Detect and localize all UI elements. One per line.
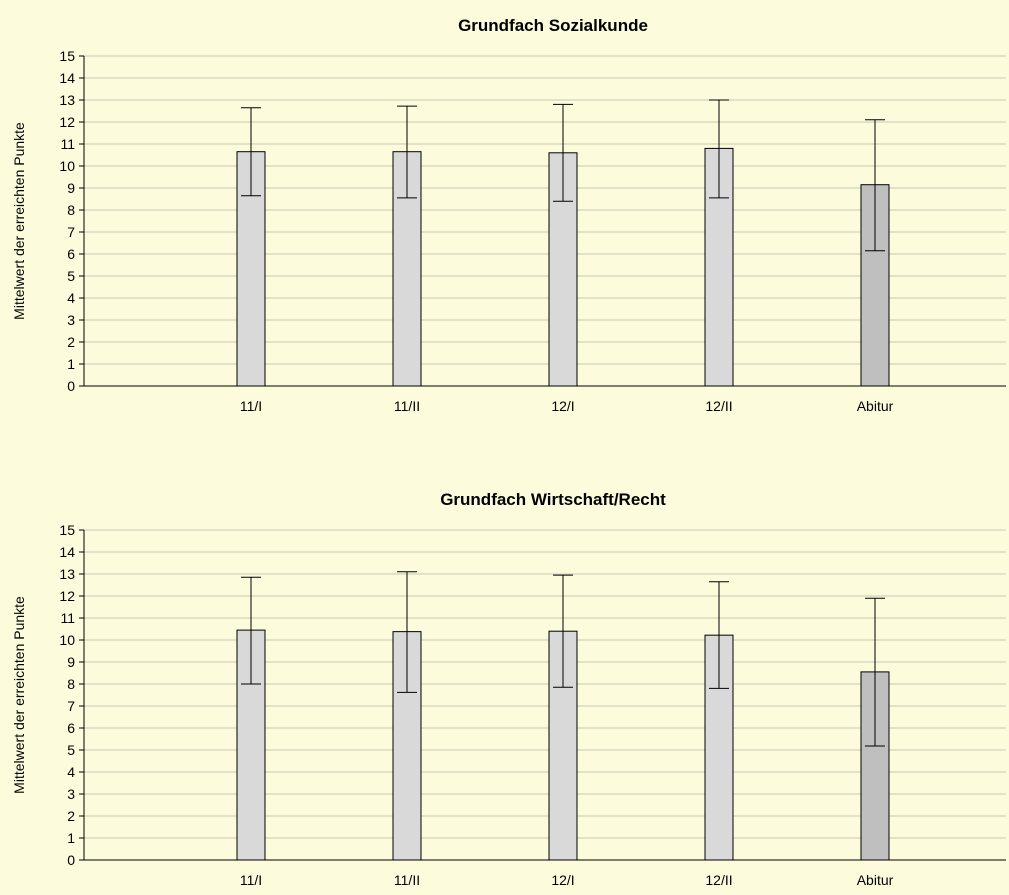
x-tick-label: Abitur [857, 398, 894, 414]
chart-wirtschaft-recht: Grundfach Wirtschaft/Recht Mittelwert de… [11, 490, 1006, 888]
y-tick-label: 0 [67, 378, 75, 394]
y-axis-label: Mittelwert der erreichten Punkte [11, 596, 27, 794]
y-tick-label: 6 [67, 246, 75, 262]
y-tick-label: 12 [59, 114, 75, 130]
y-tick-label: 3 [67, 786, 75, 802]
x-tick-label: 11/II [394, 872, 420, 888]
x-tick-label: 11/I [240, 872, 262, 888]
y-tick-label: 13 [59, 92, 75, 108]
y-tick-label: 6 [67, 720, 75, 736]
y-tick-label: 11 [60, 136, 75, 152]
x-tick-label: Abitur [857, 872, 894, 888]
x-tick-label: 12/II [705, 872, 732, 888]
y-tick-label: 4 [67, 764, 75, 780]
y-tick-label: 1 [67, 830, 75, 846]
bar [236, 151, 266, 387]
y-tick-label: 11 [60, 610, 75, 626]
y-tick-label: 14 [59, 544, 75, 560]
y-tick-label: 3 [67, 312, 75, 328]
y-tick-label: 1 [67, 356, 75, 372]
y-tick-label: 9 [67, 654, 75, 670]
y-tick-label: 5 [67, 268, 75, 284]
y-tick-label: 13 [59, 566, 75, 582]
y-tick-label: 2 [67, 808, 75, 824]
y-tick-label: 14 [59, 70, 75, 86]
y-tick-label: 7 [67, 698, 75, 714]
y-tick-label: 5 [67, 742, 75, 758]
y-tick-label: 7 [67, 224, 75, 240]
y-tick-label: 8 [67, 676, 75, 692]
chart-sozialkunde: Grundfach Sozialkunde Mittelwert der err… [11, 16, 1006, 414]
y-tick-label: 9 [67, 180, 75, 196]
y-tick-label: 12 [59, 588, 75, 604]
x-tick-label: 11/II [394, 398, 420, 414]
chart-title: Grundfach Wirtschaft/Recht [440, 490, 666, 509]
y-tick-label: 8 [67, 202, 75, 218]
x-tick-label: 12/II [705, 398, 732, 414]
y-axis-label: Mittelwert der erreichten Punkte [11, 122, 27, 320]
y-tick-label: 10 [59, 632, 75, 648]
x-tick-label: 12/I [551, 398, 574, 414]
x-tick-label: 12/I [551, 872, 574, 888]
y-tick-label: 0 [67, 852, 75, 868]
y-tick-label: 15 [59, 522, 75, 538]
y-tick-label: 2 [67, 334, 75, 350]
chart-title: Grundfach Sozialkunde [458, 16, 648, 35]
x-tick-label: 11/I [240, 398, 262, 414]
y-tick-label: 15 [59, 48, 75, 64]
bar [392, 631, 422, 861]
bar [392, 151, 422, 387]
y-tick-label: 4 [67, 290, 75, 306]
y-tick-label: 10 [59, 158, 75, 174]
